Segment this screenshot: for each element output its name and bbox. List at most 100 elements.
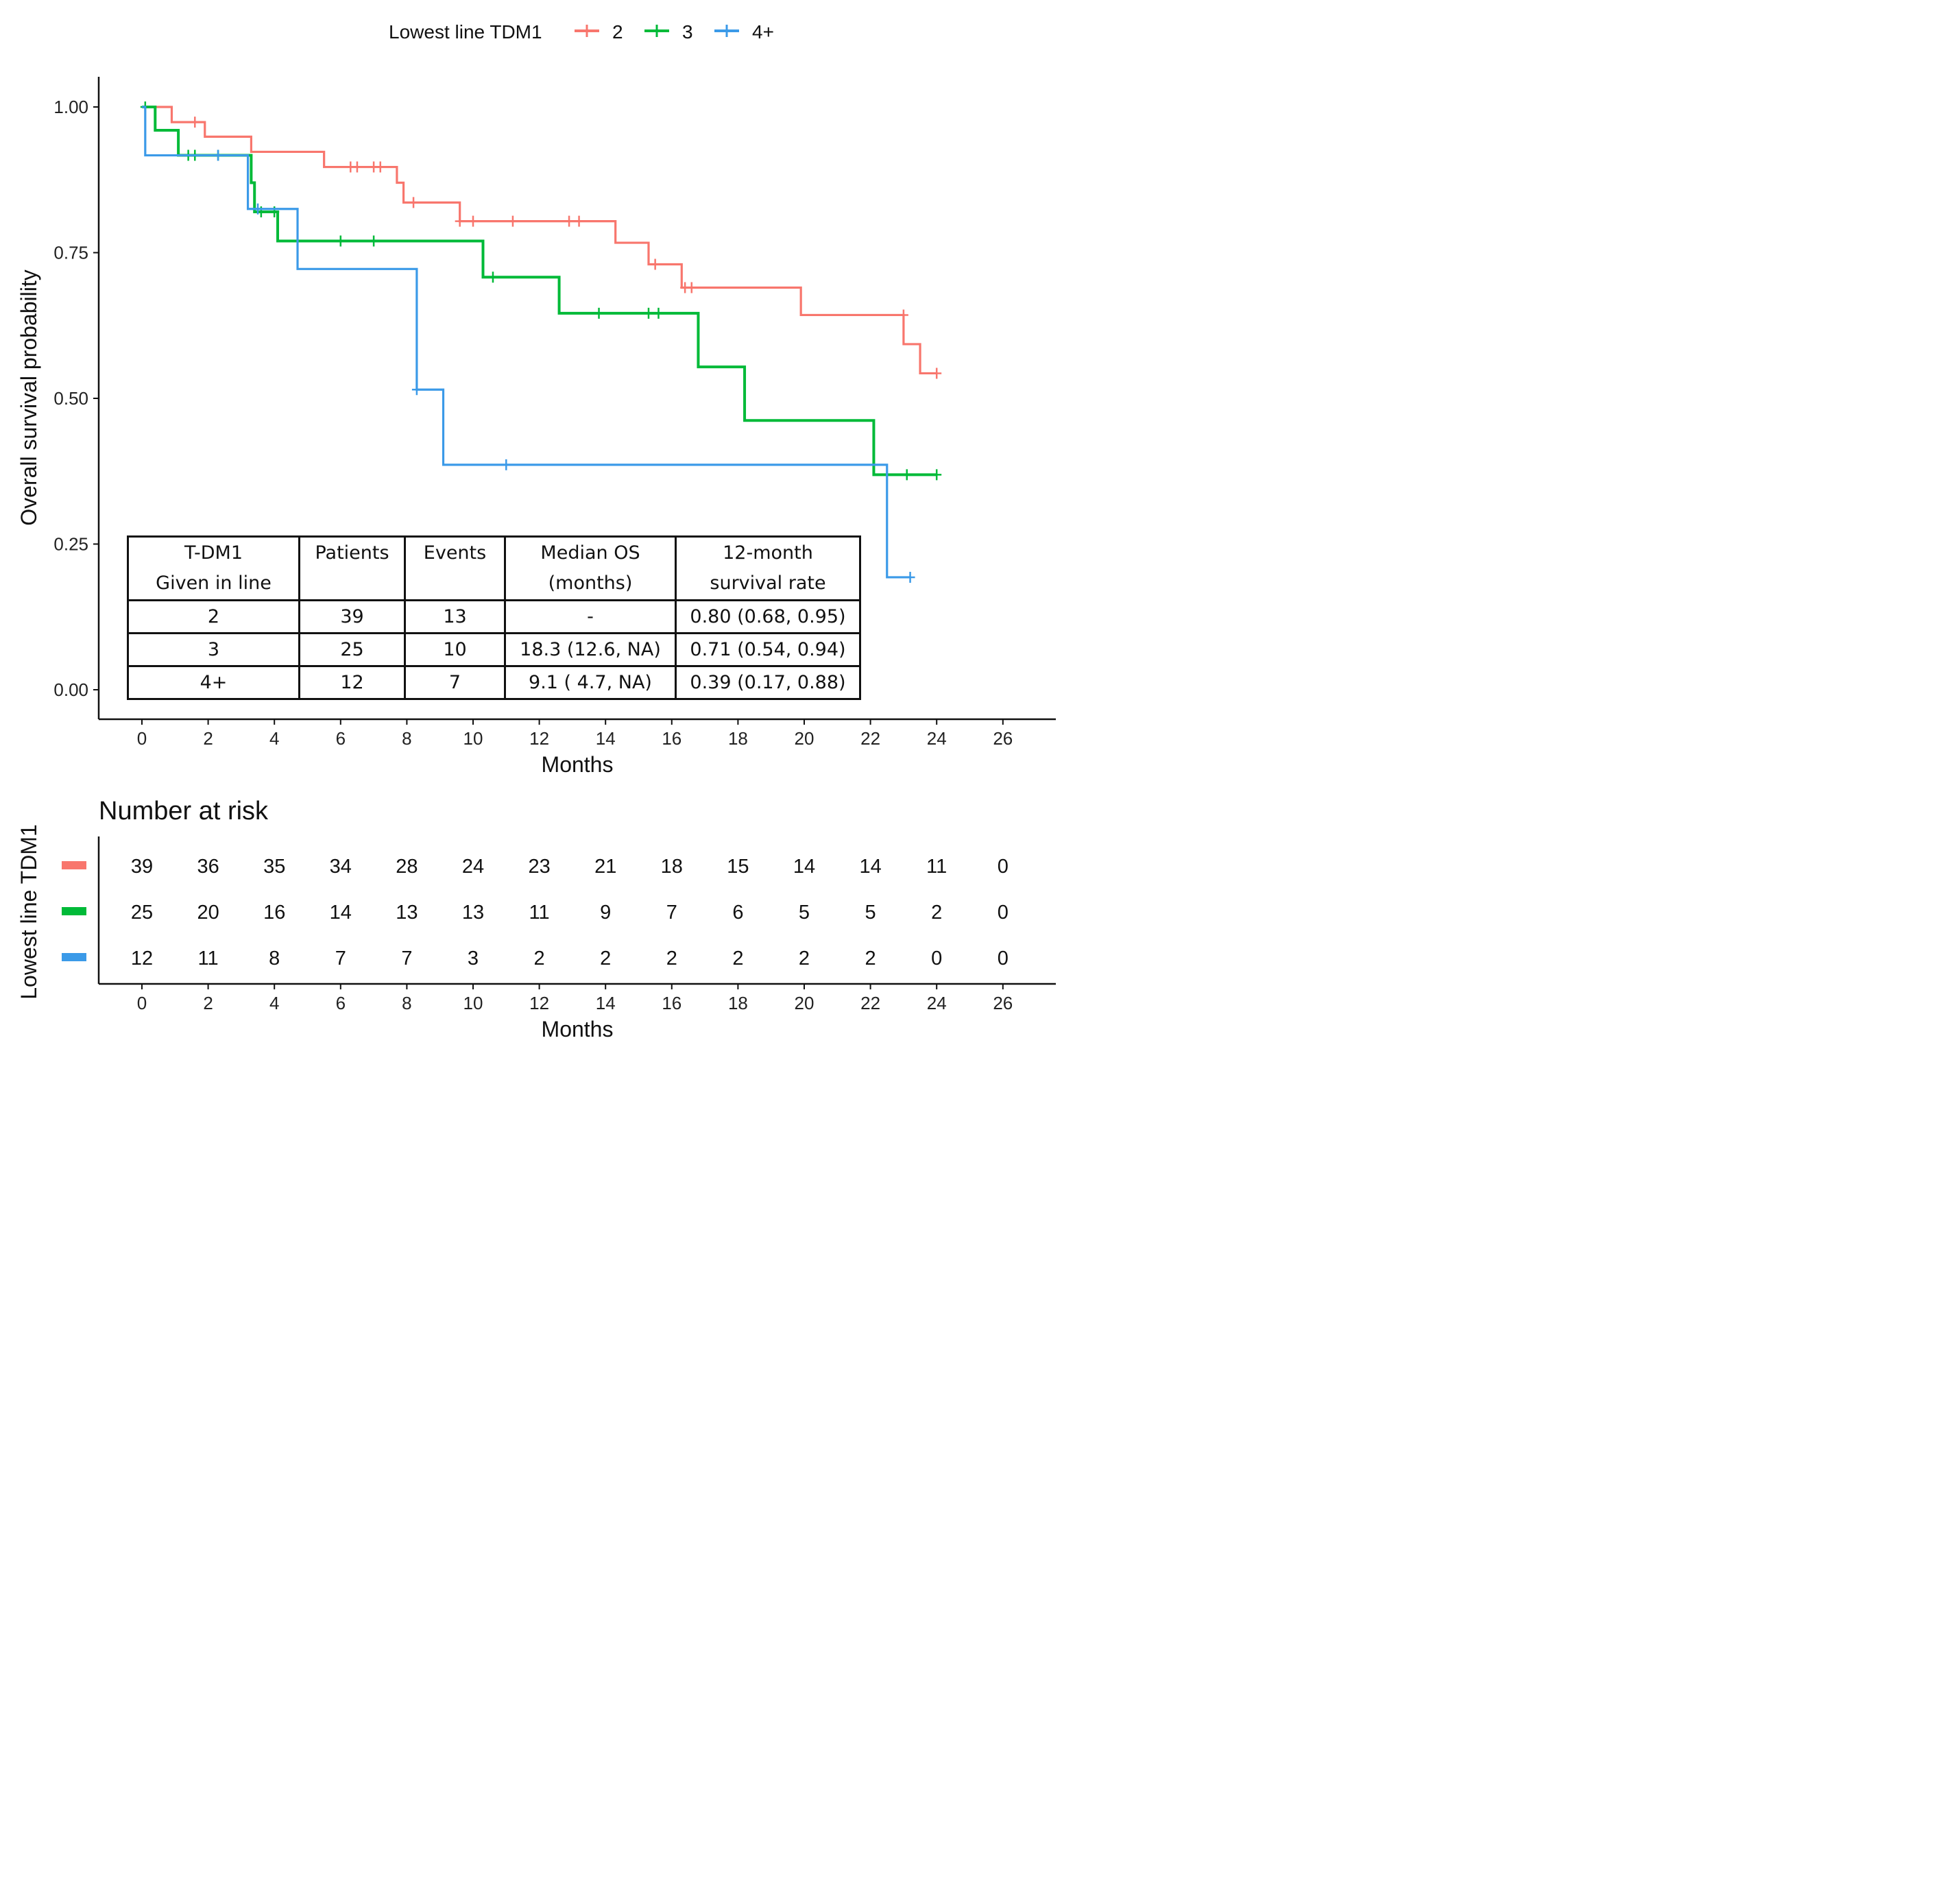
- risk-x-ticks: 0 2 4 6 8 10 12 14 16 18 20 22 24 26: [137, 984, 1013, 1013]
- x-axis-label: Months: [542, 752, 614, 777]
- cell-12-month: 0.80 (0.68, 0.95): [675, 599, 861, 634]
- y-tick-label: 0.50: [53, 388, 88, 409]
- x-tick-label: 4: [269, 728, 279, 749]
- risk-row-swatch: [62, 861, 86, 869]
- risk-row: 25 20 16 14 13 13 11 9 7 6 5 5 2 0: [62, 902, 1009, 924]
- censor-mark: [902, 469, 912, 481]
- risk-row: 12 11 8 7 7 3 2 2 2 2 2 2 0 0: [62, 948, 1009, 969]
- risk-count: 28: [396, 856, 418, 878]
- censor-mark: [253, 203, 263, 215]
- risk-rows: 39 36 35 34 28 24 23 21 18 15 14 14 11 025 20 16 14 13 13 1…: [62, 856, 1009, 969]
- legend-label: 3: [682, 21, 693, 43]
- risk-count: 16: [263, 902, 285, 924]
- risk-count: 23: [528, 856, 550, 878]
- censor-mark: [409, 197, 419, 208]
- risk-row: 39 36 35 34 28 24 23 21 18 15 14 14 11 0: [62, 856, 1009, 878]
- cell-patients: 25: [298, 632, 406, 667]
- censor-mark: [594, 307, 604, 319]
- risk-count: 18: [661, 856, 683, 878]
- risk-x-tick-label: 4: [269, 993, 279, 1013]
- risk-x-tick-label: 16: [662, 993, 681, 1013]
- summary-table: T-DM1 Given in line Patients Events Media…: [127, 535, 861, 700]
- risk-count: 24: [462, 856, 484, 878]
- cell-events: 7: [404, 665, 506, 700]
- risk-row-swatch: [62, 953, 86, 961]
- risk-count: 11: [926, 856, 947, 878]
- risk-count: 5: [865, 902, 876, 924]
- risk-x-axis-label: Months: [542, 1017, 614, 1041]
- risk-count: 39: [131, 856, 153, 878]
- risk-count: 11: [198, 948, 219, 969]
- survival-curve-3: [142, 106, 937, 477]
- risk-count: 2: [534, 948, 545, 969]
- cell-line: 3: [127, 632, 300, 667]
- cell-12-month: 0.71 (0.54, 0.94): [675, 632, 861, 667]
- censor-mark: [650, 258, 660, 270]
- risk-count: 7: [401, 948, 412, 969]
- cell-median-os: 9.1 ( 4.7, NA): [504, 665, 677, 700]
- risk-count: 2: [600, 948, 611, 969]
- risk-count: 13: [396, 902, 418, 924]
- risk-count: 20: [197, 902, 219, 924]
- censor-mark: [905, 571, 915, 583]
- risk-count: 6: [732, 902, 743, 924]
- legend-entries: 2 3 4+: [575, 21, 774, 43]
- risk-count: 11: [529, 902, 550, 924]
- risk-count: 36: [197, 856, 219, 878]
- risk-table-title: Number at risk: [99, 797, 269, 826]
- censor-mark: [653, 307, 664, 319]
- header-patients: Patients: [298, 535, 406, 601]
- x-tick-label: 6: [336, 728, 346, 749]
- risk-y-axis-label: Lowest line TDM1: [16, 824, 41, 1000]
- x-tick-label: 2: [203, 728, 213, 749]
- risk-x-tick-label: 26: [993, 993, 1013, 1013]
- censor-mark: [507, 215, 518, 227]
- y-tick-label: 0.25: [53, 534, 88, 555]
- censor-mark: [487, 272, 498, 283]
- risk-count: 0: [998, 856, 1009, 878]
- x-tick-label: 22: [860, 728, 880, 749]
- risk-x-tick-label: 2: [203, 993, 213, 1013]
- cell-line: 4+: [127, 665, 300, 700]
- censor-mark: [898, 309, 908, 321]
- x-tick-label: 8: [402, 728, 411, 749]
- risk-x-tick-label: 14: [596, 993, 616, 1013]
- x-ticks: 0 2 4 6 8 10 12 14 16 18 20 22 24 26: [137, 719, 1013, 749]
- x-tick-label: 24: [927, 728, 947, 749]
- cell-12-month: 0.39 (0.17, 0.88): [675, 665, 861, 700]
- cell-median-os: -: [504, 599, 677, 634]
- header-events: Events: [404, 535, 506, 601]
- censor-mark: [468, 215, 478, 227]
- cell-patients: 12: [298, 665, 406, 700]
- summary-row: 4+ 12 7 9.1 ( 4.7, NA) 0.39 (0.17, 0.88): [127, 665, 861, 700]
- risk-count: 3: [468, 948, 479, 969]
- cell-line: 2: [127, 599, 300, 634]
- cell-patients: 39: [298, 599, 406, 634]
- risk-x-tick-label: 12: [529, 993, 549, 1013]
- censor-mark: [932, 367, 942, 379]
- y-tick-label: 0.00: [53, 679, 88, 700]
- cell-events: 10: [404, 632, 506, 667]
- cell-median-os: 18.3 (12.6, NA): [504, 632, 677, 667]
- censor-mark: [213, 149, 224, 161]
- risk-x-tick-label: 20: [795, 993, 814, 1013]
- survival-curve-4+: [142, 106, 910, 579]
- censor-mark: [190, 117, 200, 128]
- legend-entry: 3: [644, 21, 693, 43]
- legend-title: Lowest line TDM1: [389, 21, 542, 43]
- x-tick-label: 26: [993, 728, 1013, 749]
- risk-count: 34: [330, 856, 352, 878]
- header-12-month: 12-month survival rate: [675, 535, 861, 601]
- censor-mark: [335, 235, 346, 247]
- risk-count: 7: [666, 902, 677, 924]
- x-tick-label: 14: [596, 728, 616, 749]
- risk-count: 2: [799, 948, 810, 969]
- risk-count: 25: [131, 902, 153, 924]
- x-tick-label: 10: [463, 728, 483, 749]
- risk-count: 8: [269, 948, 280, 969]
- legend: Lowest line TDM1 2 3 4+: [389, 21, 774, 43]
- header-line: T-DM1 Given in line: [127, 535, 300, 601]
- risk-count: 0: [931, 948, 942, 969]
- risk-count: 14: [330, 902, 352, 924]
- risk-count: 7: [335, 948, 346, 969]
